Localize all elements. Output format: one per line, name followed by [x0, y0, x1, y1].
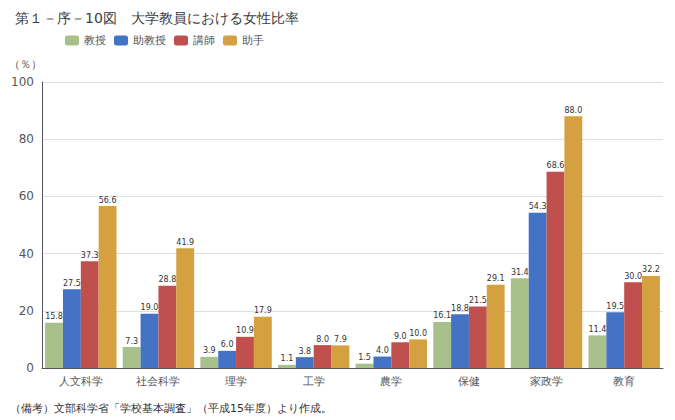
svg-text:0: 0 — [26, 361, 34, 375]
svg-text:10.9: 10.9 — [236, 326, 254, 335]
svg-text:40: 40 — [19, 247, 34, 261]
svg-text:88.0: 88.0 — [564, 106, 582, 115]
svg-text:教育: 教育 — [613, 375, 635, 388]
svg-text:21.5: 21.5 — [469, 296, 487, 305]
svg-text:16.1: 16.1 — [433, 311, 451, 320]
svg-text:6.0: 6.0 — [221, 340, 234, 349]
svg-text:10.0: 10.0 — [409, 329, 427, 338]
svg-text:54.3: 54.3 — [529, 202, 547, 211]
svg-text:（％）: （％） — [9, 58, 42, 71]
svg-text:9.0: 9.0 — [394, 332, 407, 341]
svg-text:助教授: 助教授 — [133, 34, 166, 47]
svg-text:27.5: 27.5 — [63, 279, 81, 288]
svg-text:60: 60 — [19, 189, 34, 203]
svg-text:4.0: 4.0 — [376, 346, 389, 355]
svg-text:（備考）文部科学省「学校基本調査」（平成15年度）より作成。: （備考）文部科学省「学校基本調査」（平成15年度）より作成。 — [10, 402, 332, 415]
svg-text:3.8: 3.8 — [298, 347, 311, 356]
svg-text:11.4: 11.4 — [589, 325, 607, 334]
svg-text:68.6: 68.6 — [547, 161, 565, 170]
svg-text:56.6: 56.6 — [99, 196, 117, 205]
svg-text:人文科学: 人文科学 — [59, 375, 103, 388]
svg-text:17.9: 17.9 — [254, 306, 272, 315]
svg-text:8.0: 8.0 — [316, 335, 329, 344]
svg-text:37.3: 37.3 — [81, 251, 99, 260]
svg-text:7.9: 7.9 — [334, 335, 347, 344]
svg-text:28.8: 28.8 — [158, 275, 176, 284]
svg-text:講師: 講師 — [193, 34, 215, 47]
svg-text:助手: 助手 — [242, 34, 264, 47]
svg-text:社会科学: 社会科学 — [136, 375, 180, 388]
svg-text:1.1: 1.1 — [281, 354, 294, 363]
svg-text:教授: 教授 — [84, 34, 106, 47]
svg-text:30.0: 30.0 — [624, 272, 642, 281]
svg-text:20: 20 — [19, 304, 34, 318]
svg-text:農学: 農学 — [380, 375, 402, 388]
svg-text:家政学: 家政学 — [530, 375, 563, 388]
svg-text:19.0: 19.0 — [141, 303, 159, 312]
svg-text:工学: 工学 — [303, 375, 325, 388]
svg-text:32.2: 32.2 — [642, 265, 660, 274]
svg-text:80: 80 — [19, 132, 34, 146]
svg-text:第１－序－10図 大学教員における女性比率: 第１－序－10図 大学教員における女性比率 — [15, 10, 299, 26]
svg-text:19.5: 19.5 — [606, 302, 624, 311]
svg-text:29.1: 29.1 — [487, 274, 505, 283]
svg-text:31.4: 31.4 — [511, 268, 529, 277]
svg-text:15.8: 15.8 — [45, 312, 63, 321]
svg-text:100: 100 — [11, 75, 34, 89]
svg-text:保健: 保健 — [458, 375, 480, 388]
svg-text:18.8: 18.8 — [451, 304, 469, 313]
svg-text:理学: 理学 — [225, 375, 247, 388]
svg-text:7.3: 7.3 — [125, 337, 138, 346]
svg-text:41.9: 41.9 — [176, 238, 194, 247]
svg-text:3.9: 3.9 — [203, 346, 216, 355]
svg-text:1.5: 1.5 — [358, 353, 371, 362]
